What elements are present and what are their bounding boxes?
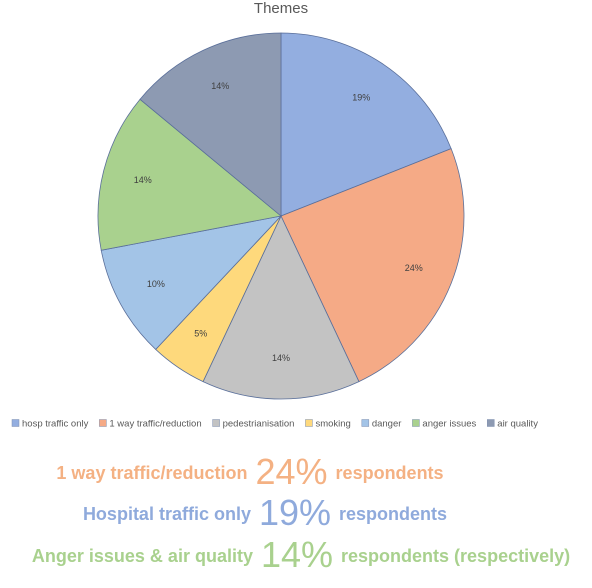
annotation-highlight: 19% bbox=[259, 492, 331, 533]
legend-swatch bbox=[487, 419, 495, 427]
value-label: 14% bbox=[134, 175, 152, 185]
value-label: 19% bbox=[352, 92, 370, 102]
annotation-text: respondents (respectively) bbox=[341, 546, 570, 566]
legend-label: danger bbox=[372, 419, 402, 430]
annotation-text: respondents bbox=[336, 463, 444, 483]
legend-label: pedestrianisation bbox=[223, 419, 295, 430]
chart-title: Themes bbox=[254, 0, 308, 17]
pie-slice bbox=[280, 32, 452, 217]
value-label: 5% bbox=[194, 328, 207, 338]
value-label: 14% bbox=[211, 81, 229, 91]
legend-label: hosp traffic only bbox=[22, 419, 89, 430]
pie-slice bbox=[97, 98, 282, 251]
legend-swatch bbox=[99, 419, 107, 427]
annotation: Anger issues & air quality 14% respondents… bbox=[32, 534, 570, 575]
annotation: Hospital traffic only 19% respondents bbox=[83, 492, 447, 533]
legend-swatch bbox=[212, 419, 220, 427]
annotation-text: Anger issues & air quality bbox=[32, 546, 253, 566]
pie-slice bbox=[280, 148, 465, 383]
annotation: 1 way traffic/reduction 24% respondents bbox=[56, 451, 443, 492]
annotation-text: 1 way traffic/reduction bbox=[56, 463, 247, 483]
legend-label: smoking bbox=[315, 419, 350, 430]
value-label: 24% bbox=[405, 263, 423, 273]
pie-slice bbox=[202, 215, 360, 400]
pie-slice bbox=[139, 32, 282, 217]
pie-slice bbox=[100, 215, 283, 350]
annotation-highlight: 14% bbox=[261, 534, 333, 575]
value-label: 10% bbox=[147, 279, 165, 289]
annotation-highlight: 24% bbox=[255, 451, 327, 492]
annotation-text: Hospital traffic only bbox=[83, 504, 251, 524]
value-label: 14% bbox=[272, 353, 290, 363]
legend-swatch bbox=[11, 419, 20, 427]
legend-label: air quality bbox=[497, 419, 538, 430]
legend-label: 1 way traffic/reduction bbox=[109, 419, 201, 430]
legend-swatch bbox=[412, 419, 420, 427]
legend-label: anger issues bbox=[422, 419, 476, 430]
legend-swatch bbox=[361, 419, 370, 427]
legend-swatch bbox=[305, 419, 313, 427]
annotation-text: respondents bbox=[339, 504, 447, 524]
